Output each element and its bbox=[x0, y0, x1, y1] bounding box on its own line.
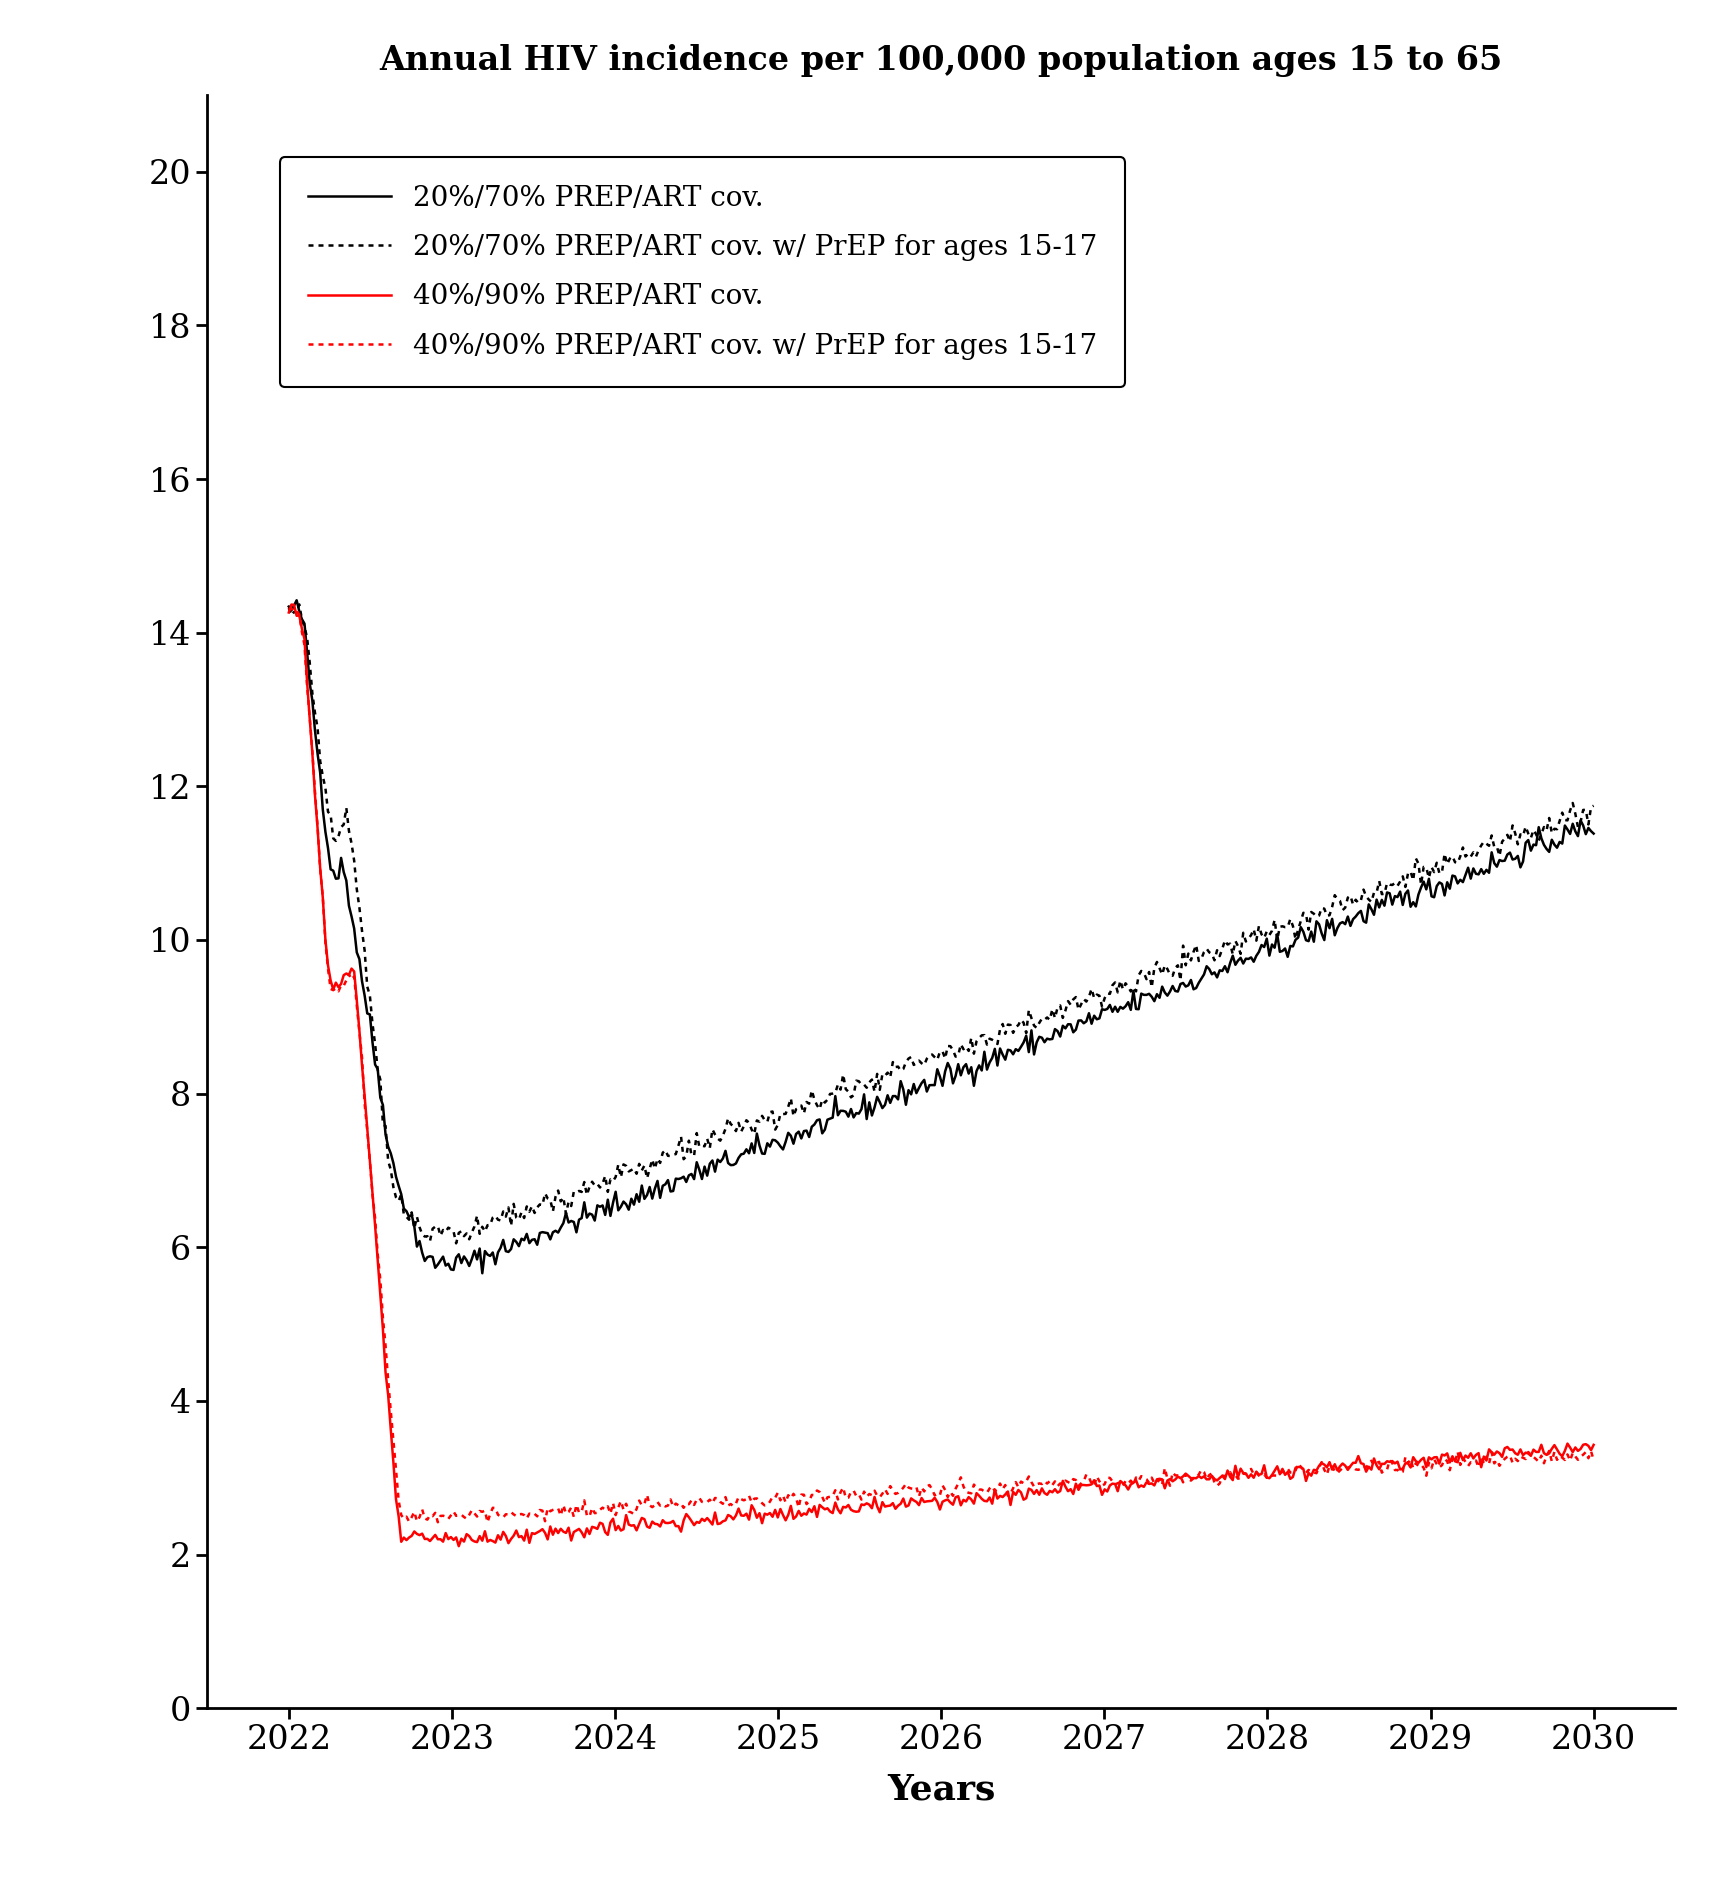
40%/90% PREP/ART cov. w/ PrEP for ages 15-17 bbox=[1558, 1442, 1578, 1465]
40%/90% PREP/ART cov. bbox=[912, 1486, 933, 1509]
40%/90% PREP/ART cov. w/ PrEP for ages 15-17 bbox=[1060, 1473, 1081, 1496]
20%/70% PREP/ART cov. w/ PrEP for ages 15-17 bbox=[1354, 879, 1375, 902]
40%/90% PREP/ART cov. w/ PrEP for ages 15-17 bbox=[912, 1477, 933, 1499]
Line: 20%/70% PREP/ART cov.: 20%/70% PREP/ART cov. bbox=[288, 600, 1594, 1274]
20%/70% PREP/ART cov. bbox=[1584, 822, 1604, 845]
40%/90% PREP/ART cov. w/ PrEP for ages 15-17 bbox=[990, 1473, 1010, 1496]
20%/70% PREP/ART cov. w/ PrEP for ages 15-17 bbox=[1558, 809, 1578, 831]
20%/70% PREP/ART cov. w/ PrEP for ages 15-17 bbox=[288, 592, 309, 615]
20%/70% PREP/ART cov. bbox=[990, 1036, 1010, 1059]
40%/90% PREP/ART cov. bbox=[1060, 1479, 1081, 1501]
20%/70% PREP/ART cov. bbox=[278, 596, 299, 619]
20%/70% PREP/ART cov. bbox=[1558, 818, 1578, 841]
20%/70% PREP/ART cov. w/ PrEP for ages 15-17 bbox=[1584, 795, 1604, 818]
X-axis label: Years: Years bbox=[888, 1773, 995, 1807]
40%/90% PREP/ART cov. bbox=[990, 1484, 1010, 1507]
20%/70% PREP/ART cov. w/ PrEP for ages 15-17 bbox=[903, 1053, 924, 1076]
20%/70% PREP/ART cov. w/ PrEP for ages 15-17 bbox=[912, 1051, 933, 1074]
40%/90% PREP/ART cov. w/ PrEP for ages 15-17 bbox=[477, 1511, 497, 1534]
40%/90% PREP/ART cov. bbox=[1354, 1452, 1375, 1475]
20%/70% PREP/ART cov. w/ PrEP for ages 15-17 bbox=[278, 596, 299, 619]
20%/70% PREP/ART cov. bbox=[912, 1072, 933, 1095]
Title: Annual HIV incidence per 100,000 population ages 15 to 65: Annual HIV incidence per 100,000 populat… bbox=[380, 44, 1502, 78]
40%/90% PREP/ART cov. w/ PrEP for ages 15-17 bbox=[903, 1477, 924, 1499]
20%/70% PREP/ART cov. w/ PrEP for ages 15-17 bbox=[446, 1232, 466, 1255]
40%/90% PREP/ART cov. bbox=[449, 1535, 470, 1558]
Line: 40%/90% PREP/ART cov. w/ PrEP for ages 15-17: 40%/90% PREP/ART cov. w/ PrEP for ages 1… bbox=[288, 609, 1594, 1522]
20%/70% PREP/ART cov. bbox=[1060, 1014, 1081, 1036]
40%/90% PREP/ART cov. bbox=[282, 594, 302, 617]
40%/90% PREP/ART cov. w/ PrEP for ages 15-17 bbox=[282, 598, 302, 621]
20%/70% PREP/ART cov. bbox=[471, 1262, 492, 1285]
Line: 20%/70% PREP/ART cov. w/ PrEP for ages 15-17: 20%/70% PREP/ART cov. w/ PrEP for ages 1… bbox=[288, 604, 1594, 1243]
20%/70% PREP/ART cov. bbox=[903, 1072, 924, 1095]
20%/70% PREP/ART cov. bbox=[287, 588, 307, 611]
40%/90% PREP/ART cov. bbox=[1584, 1433, 1604, 1456]
20%/70% PREP/ART cov. w/ PrEP for ages 15-17 bbox=[1060, 993, 1081, 1015]
Line: 40%/90% PREP/ART cov.: 40%/90% PREP/ART cov. bbox=[288, 605, 1594, 1547]
40%/90% PREP/ART cov. w/ PrEP for ages 15-17 bbox=[1584, 1448, 1604, 1471]
20%/70% PREP/ART cov. bbox=[1354, 909, 1375, 932]
Legend: 20%/70% PREP/ART cov., 20%/70% PREP/ART cov. w/ PrEP for ages 15-17, 40%/90% PRE: 20%/70% PREP/ART cov., 20%/70% PREP/ART … bbox=[280, 158, 1126, 387]
40%/90% PREP/ART cov. bbox=[903, 1490, 924, 1513]
40%/90% PREP/ART cov. w/ PrEP for ages 15-17 bbox=[278, 598, 299, 621]
40%/90% PREP/ART cov. bbox=[278, 602, 299, 624]
40%/90% PREP/ART cov. w/ PrEP for ages 15-17 bbox=[1354, 1456, 1375, 1479]
20%/70% PREP/ART cov. w/ PrEP for ages 15-17 bbox=[990, 1017, 1010, 1040]
40%/90% PREP/ART cov. bbox=[1558, 1433, 1578, 1456]
